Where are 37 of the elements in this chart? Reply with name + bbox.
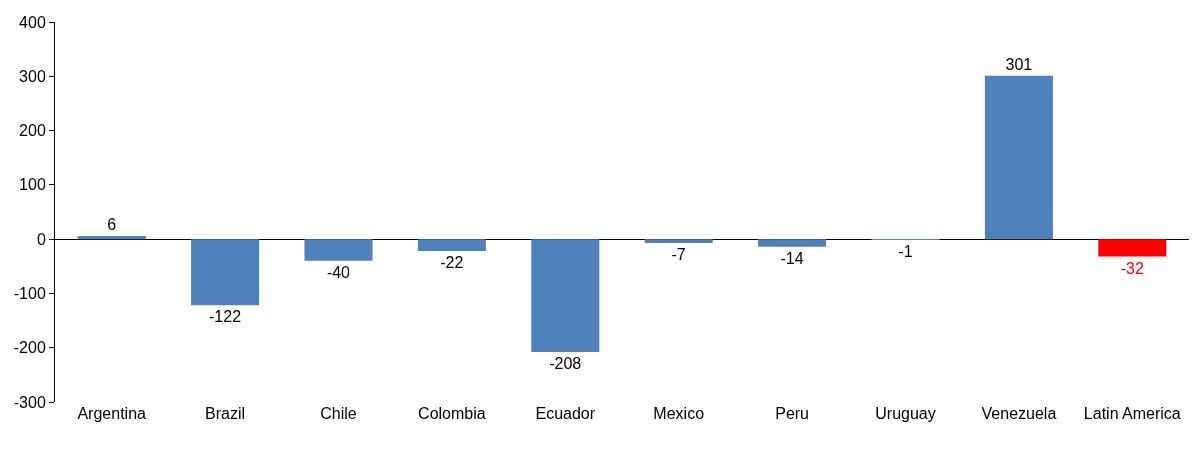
x-tick-label: Uruguay <box>875 405 936 422</box>
bar <box>984 75 1053 240</box>
x-tick-label: Argentina <box>77 405 147 422</box>
data-label: -32 <box>1120 259 1144 277</box>
data-label: -122 <box>209 308 242 326</box>
data-label: -1 <box>898 243 913 260</box>
data-label: -40 <box>326 263 351 281</box>
x-tick-label: Latin America <box>1083 405 1181 422</box>
x-tick-label: Ecuador <box>535 405 596 422</box>
data-label: -208 <box>549 355 582 373</box>
x-tick-label: Mexico <box>653 405 705 422</box>
y-tick-label: 0 <box>36 230 46 248</box>
data-label: 301 <box>1005 55 1033 73</box>
y-tick-label: 300 <box>19 67 46 85</box>
data-label: -7 <box>671 245 686 263</box>
y-tick-label: 400 <box>19 13 46 31</box>
bar <box>304 239 373 261</box>
bar <box>758 239 827 247</box>
y-tick-label: -300 <box>13 393 46 411</box>
y-tick-label: 200 <box>19 122 46 140</box>
y-tick-label: 100 <box>19 176 46 194</box>
bar <box>1098 239 1167 257</box>
bar <box>77 235 146 240</box>
x-tick-label: Colombia <box>418 405 486 422</box>
data-label: -22 <box>440 254 464 272</box>
data-label: 6 <box>107 215 117 233</box>
x-tick-label: Brazil <box>205 405 246 422</box>
bar <box>531 239 600 353</box>
bar <box>644 239 713 243</box>
y-tick-label: -100 <box>13 285 46 303</box>
bar <box>417 239 486 252</box>
data-label: -14 <box>780 249 804 267</box>
y-tick-label: -200 <box>13 339 46 357</box>
x-tick-label: Chile <box>320 405 357 422</box>
x-tick-label: Venezuela <box>981 405 1057 422</box>
bar <box>191 239 260 306</box>
x-tick-label: Peru <box>775 405 809 422</box>
